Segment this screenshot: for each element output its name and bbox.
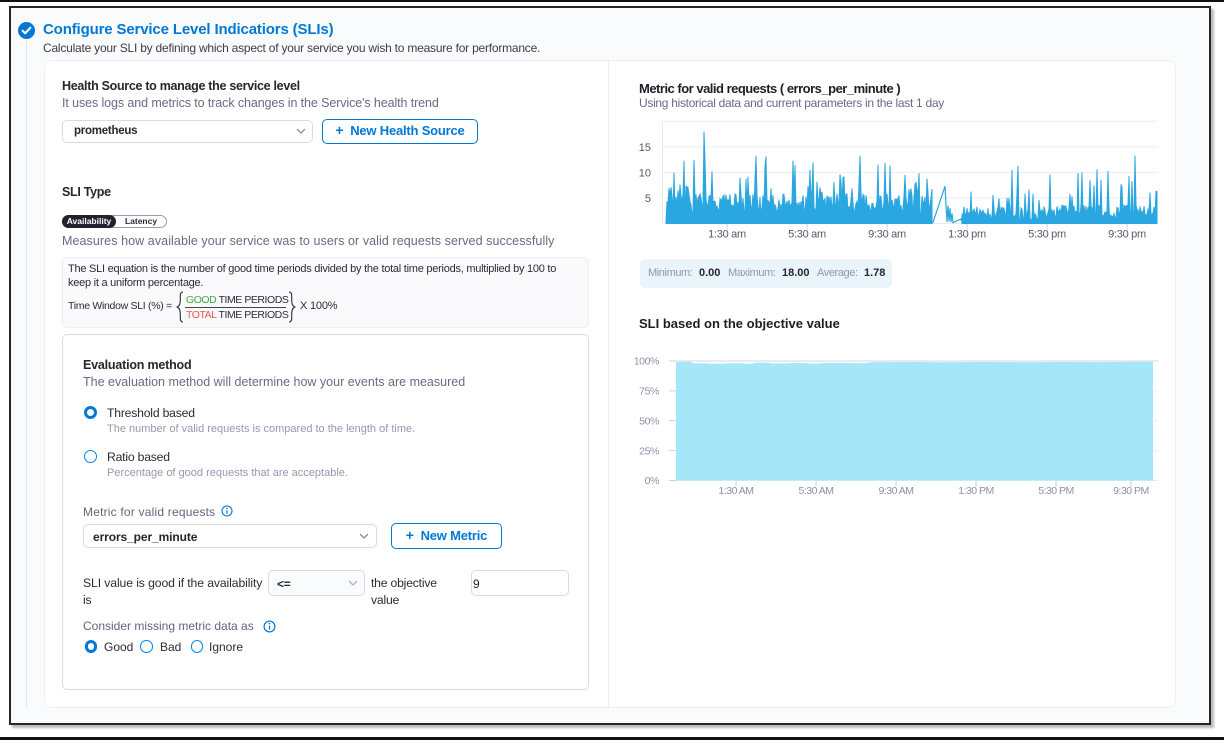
svg-text:50%: 50% — [639, 416, 659, 428]
svg-text:1:30 pm: 1:30 pm — [948, 229, 986, 241]
svg-text:10: 10 — [639, 168, 651, 180]
svg-text:100%: 100% — [634, 356, 659, 368]
svg-text:5:30 pm: 5:30 pm — [1028, 229, 1066, 241]
svg-text:9:30 pm: 9:30 pm — [1108, 229, 1146, 241]
svg-text:5: 5 — [645, 193, 651, 205]
svg-text:5:30 AM: 5:30 AM — [798, 485, 833, 497]
svg-text:5:30 am: 5:30 am — [788, 229, 826, 241]
svg-text:9:30 AM: 9:30 AM — [878, 485, 913, 497]
svg-text:75%: 75% — [639, 386, 659, 398]
svg-text:1:30 am: 1:30 am — [708, 229, 746, 241]
svg-text:1:30 AM: 1:30 AM — [718, 485, 753, 497]
svg-text:0%: 0% — [645, 475, 659, 487]
svg-text:9:30 am: 9:30 am — [868, 229, 906, 241]
svg-text:9:30 PM: 9:30 PM — [1113, 485, 1149, 497]
svg-text:15: 15 — [639, 142, 651, 154]
svg-text:5:30 PM: 5:30 PM — [1038, 485, 1074, 497]
svg-text:25%: 25% — [639, 446, 659, 458]
svg-text:1:30 PM: 1:30 PM — [958, 485, 994, 497]
